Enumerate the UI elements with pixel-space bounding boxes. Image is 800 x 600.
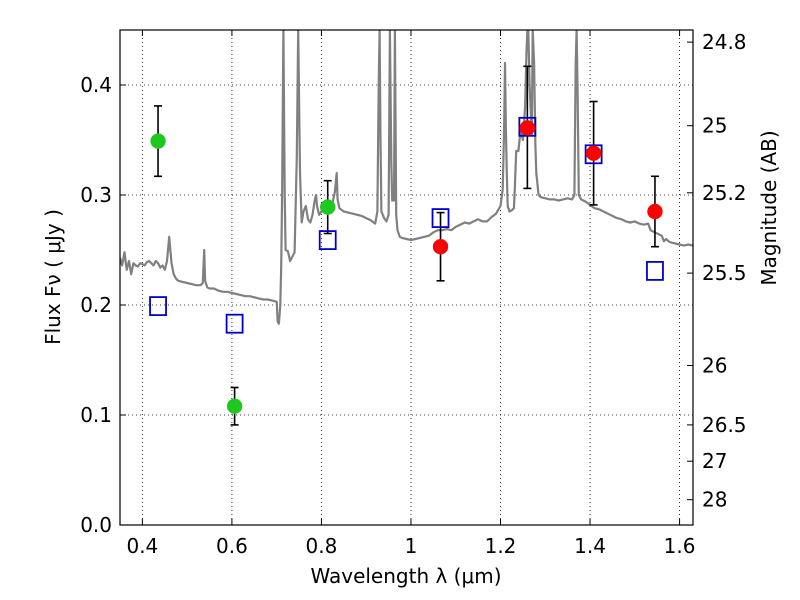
x-tick-label: 1.6 bbox=[664, 534, 696, 558]
x-tick-label: 0.6 bbox=[216, 534, 248, 558]
right-tick-label: 26 bbox=[702, 354, 727, 378]
right-tick-label: 27 bbox=[702, 449, 727, 473]
data-points bbox=[150, 120, 663, 414]
spectrum-line bbox=[120, 30, 693, 325]
y-tick-label: 0.4 bbox=[80, 73, 112, 97]
data-point bbox=[519, 120, 536, 136]
right-tick-label: 25 bbox=[702, 114, 727, 138]
data-point bbox=[432, 238, 449, 255]
x-tick-label: 0.8 bbox=[306, 534, 338, 558]
y-axis-title: Flux Fν ( μJy ) bbox=[41, 209, 65, 345]
x-tick-label: 1.4 bbox=[574, 534, 606, 558]
x-axis-title: Wavelength λ (μm) bbox=[310, 564, 501, 588]
data-point bbox=[226, 398, 243, 414]
model-square bbox=[518, 116, 537, 137]
y-tick-label: 0.3 bbox=[80, 183, 112, 207]
x-tick-label: 0.4 bbox=[126, 534, 158, 558]
right-tick-label: 25.5 bbox=[702, 261, 747, 285]
y-tick-label: 0.0 bbox=[80, 513, 112, 537]
right-tick-label: 26.5 bbox=[702, 413, 747, 437]
data-point bbox=[647, 203, 663, 220]
grid-lines bbox=[120, 30, 693, 526]
right-axis-title: Magnitude (AB) bbox=[757, 130, 781, 285]
y-tick-label: 0.2 bbox=[80, 293, 112, 317]
x-tick-label: 1.2 bbox=[485, 534, 517, 558]
x-tick-label: 1 bbox=[405, 534, 418, 558]
plot-frame bbox=[119, 29, 694, 526]
right-tick-label: 28 bbox=[702, 488, 727, 512]
model-square bbox=[646, 260, 664, 281]
y-tick-label: 0.1 bbox=[80, 403, 112, 427]
data-point bbox=[319, 199, 336, 215]
plot-area-background bbox=[120, 30, 693, 525]
model-square bbox=[584, 144, 603, 165]
data-point bbox=[150, 133, 166, 149]
axis-ticks bbox=[120, 30, 693, 526]
model-squares bbox=[149, 116, 664, 334]
tick-labels: 0.4 0.6 0.8 1 1.2 1.4 1.6 0.0 0.1 0.2 0.3 0.4 24.8 25… bbox=[80, 30, 746, 558]
model-square bbox=[431, 208, 450, 229]
data-point bbox=[585, 145, 602, 161]
right-tick-label: 24.8 bbox=[702, 30, 747, 54]
model-square bbox=[318, 230, 337, 251]
spectrum-layer bbox=[120, 30, 693, 325]
model-square bbox=[225, 313, 244, 334]
model-square bbox=[149, 296, 167, 317]
right-tick-label: 25.2 bbox=[702, 181, 747, 205]
